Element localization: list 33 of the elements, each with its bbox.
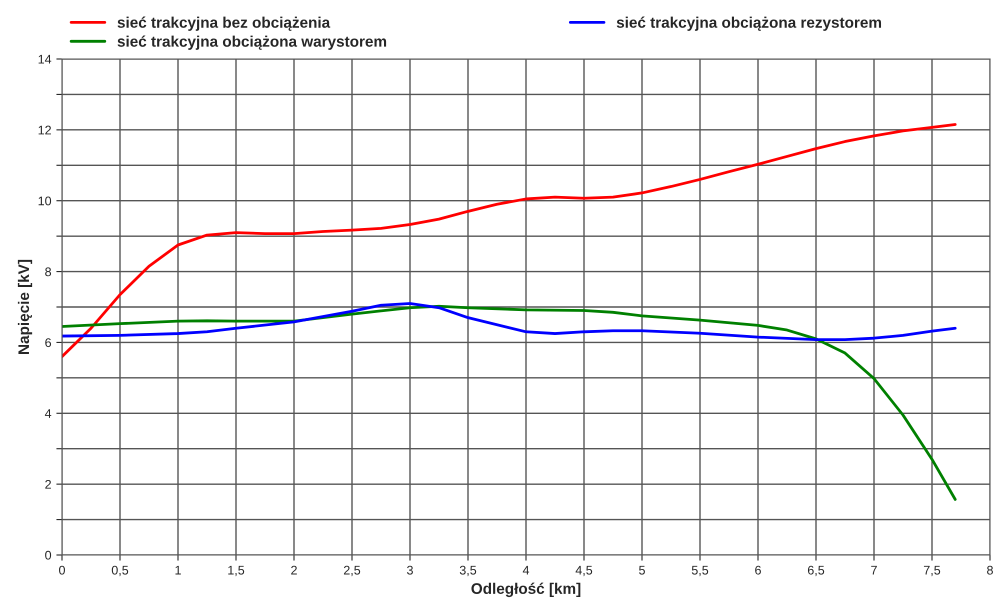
x-tick-label: 6,5 <box>808 566 824 576</box>
legend-label: sieć trakcyjna obciążona rezystorem <box>616 16 882 31</box>
x-tick-label: 5,5 <box>692 566 708 576</box>
x-tick-label: 7 <box>871 566 877 574</box>
x-tick-label: 2,5 <box>344 566 360 576</box>
y-tick-label: 8 <box>45 267 52 276</box>
legend-label: sieć trakcyjna obciążona warystorem <box>118 35 386 50</box>
x-tick-label: 1 <box>175 566 181 574</box>
y-axis-title: Napięcie [kV] <box>18 260 32 354</box>
x-tick-label: 0 <box>59 566 65 575</box>
x-tick-label: 4,5 <box>576 566 592 576</box>
y-tick-label: 2 <box>45 480 51 489</box>
y-tick-label: 4 <box>44 409 52 418</box>
x-tick-label: 2 <box>291 566 297 574</box>
legend-label: sieć trakcyjna bez obciążenia <box>118 16 330 31</box>
x-tick-label: 1,5 <box>228 566 244 576</box>
y-tick-label: 12 <box>38 126 51 134</box>
x-tick-label: 6 <box>755 566 761 575</box>
y-tick-label: 14 <box>38 54 52 64</box>
x-tick-label: 4 <box>522 566 530 574</box>
x-tick-label: 3,5 <box>460 566 476 576</box>
x-axis-title: Odległość [km] <box>471 582 580 598</box>
x-tick-label: 3 <box>407 566 413 575</box>
y-tick-label: 0 <box>45 550 52 560</box>
x-tick-label: 8 <box>987 566 993 575</box>
x-tick-label: 0,5 <box>112 566 128 576</box>
y-tick-label: 6 <box>45 338 52 348</box>
line-series <box>62 302 957 341</box>
line-series <box>62 304 957 501</box>
x-tick-label: 5 <box>639 566 645 575</box>
line-series <box>62 123 957 358</box>
y-tick-label: 10 <box>38 196 52 206</box>
x-tick-label: 7,5 <box>924 566 940 576</box>
